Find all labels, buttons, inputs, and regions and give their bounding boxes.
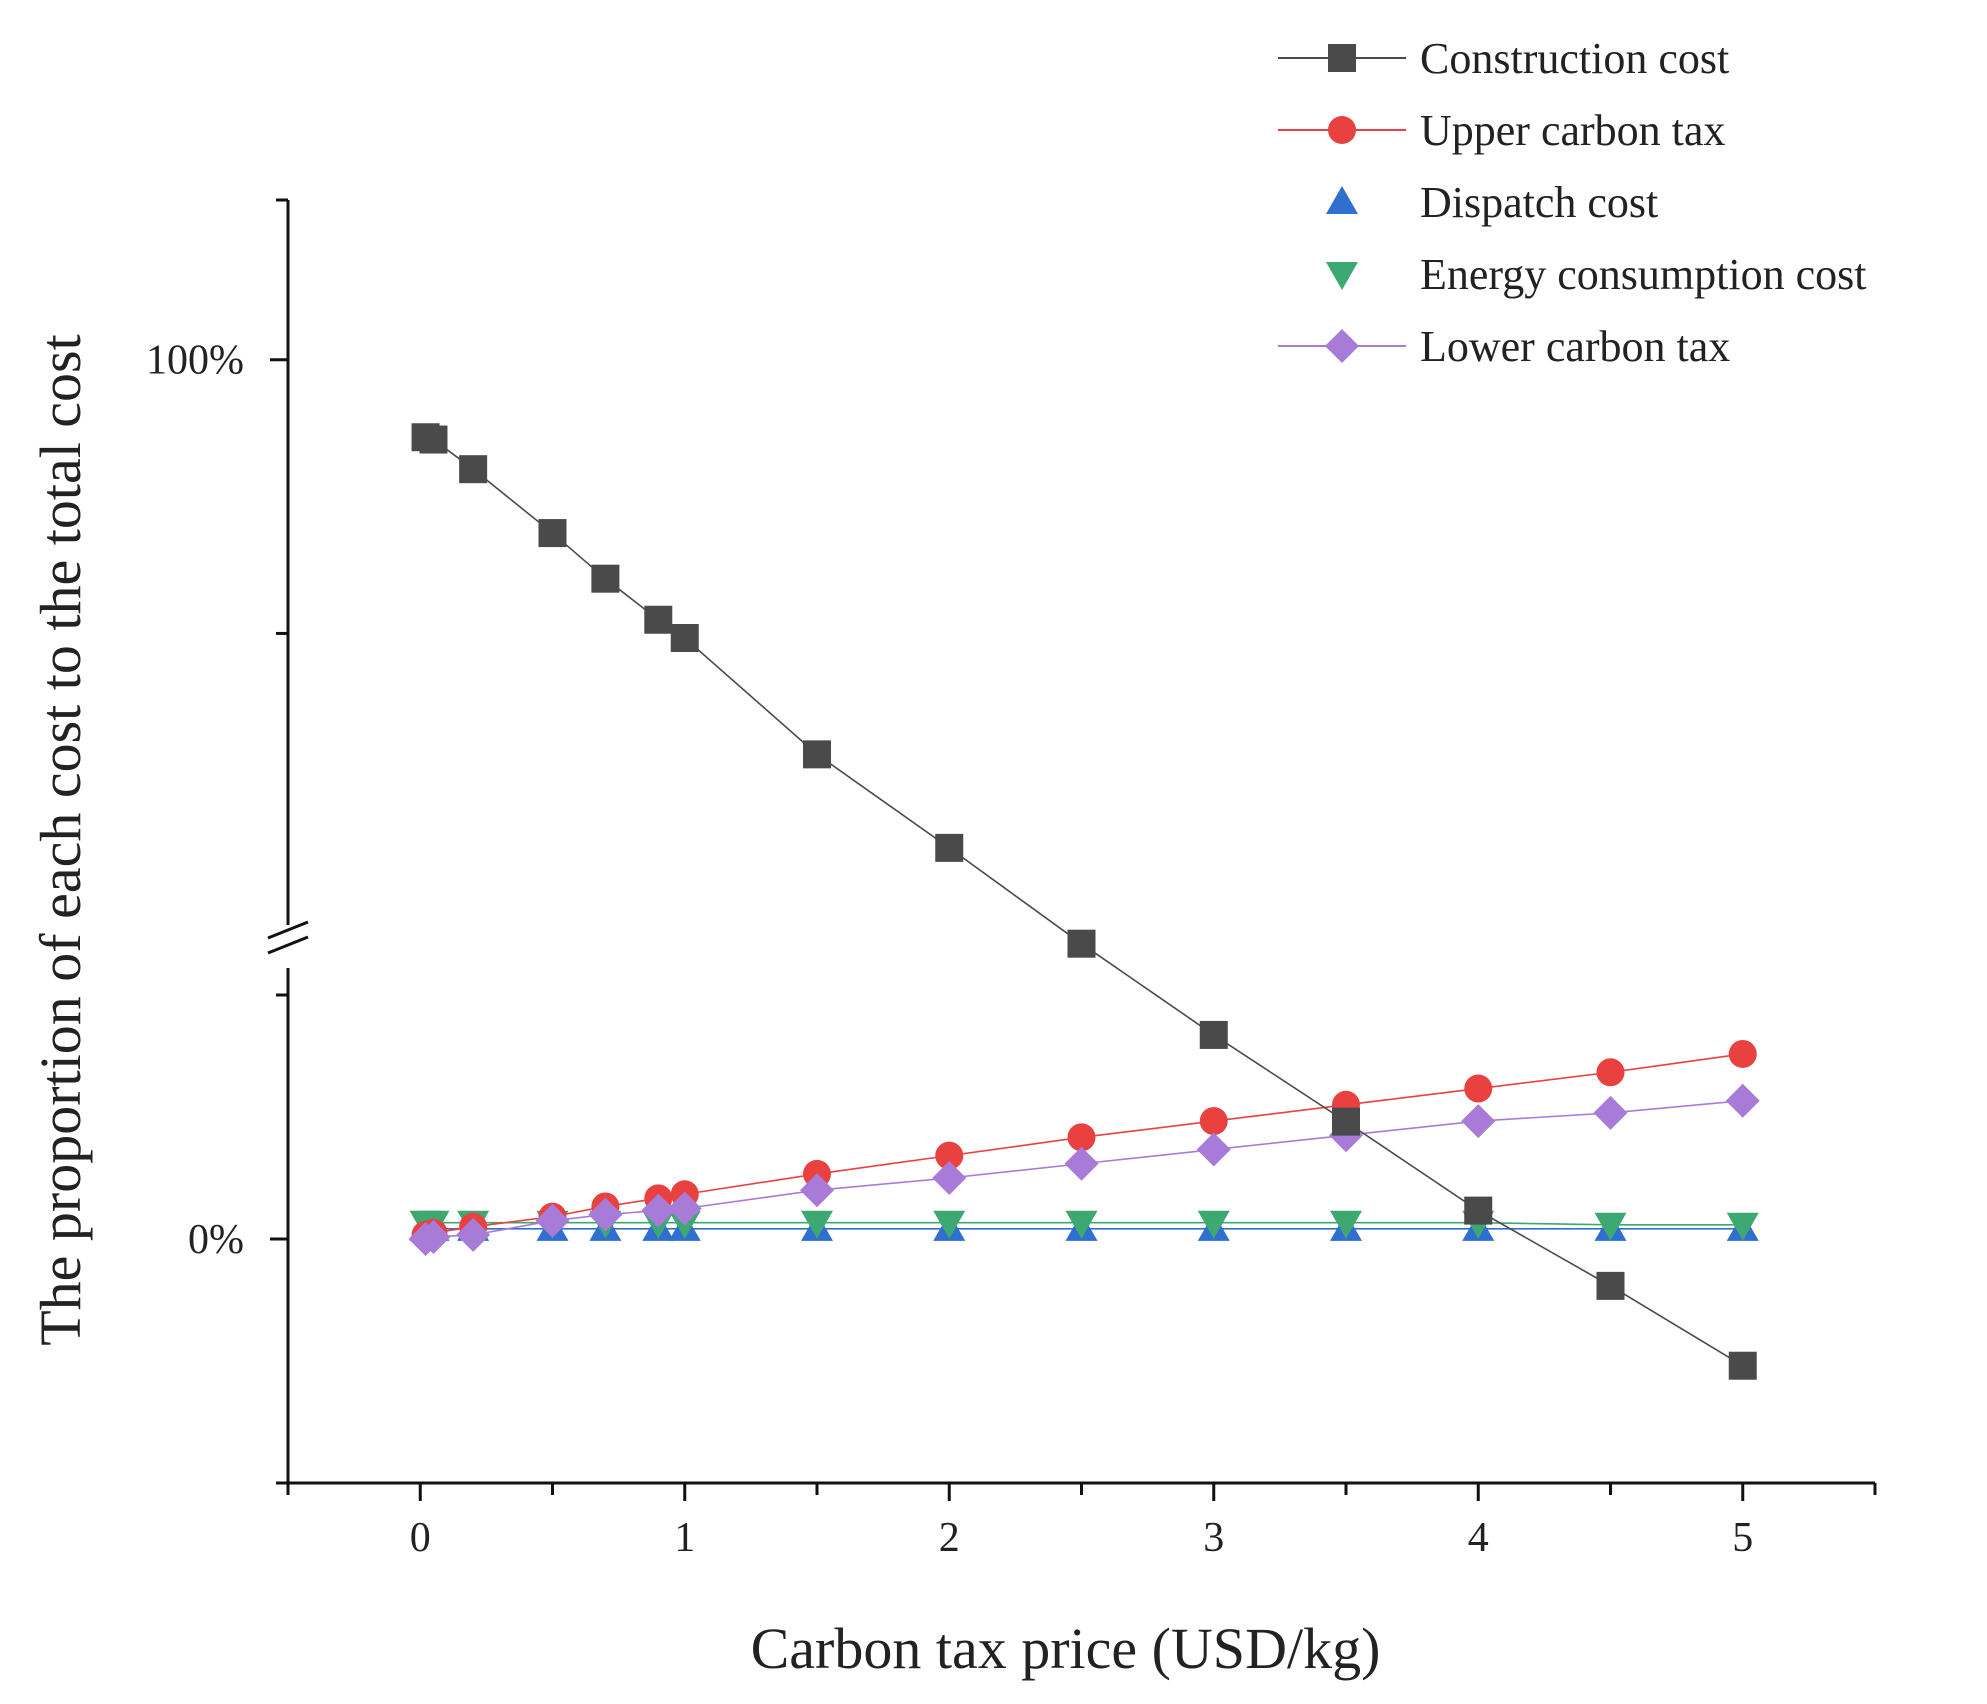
legend-item: Lower carbon tax: [1278, 322, 1730, 371]
data-point: [1196, 1132, 1231, 1167]
data-point: [932, 1161, 967, 1195]
data-point: [538, 519, 567, 548]
legend-marker: [1325, 329, 1359, 363]
legend-item: Construction cost: [1278, 34, 1729, 83]
data-point: [416, 1219, 451, 1254]
data-point: [1596, 1271, 1625, 1300]
x-tick-label: 3: [1203, 1515, 1224, 1561]
legend-marker: [1326, 186, 1358, 214]
data-point: [1594, 1212, 1627, 1241]
data-point: [591, 564, 620, 593]
y-tick-label: 100%: [146, 338, 244, 384]
data-point: [670, 624, 699, 652]
data-point: [1067, 1123, 1096, 1152]
data-point: [1067, 929, 1096, 958]
data-point: [1596, 1058, 1625, 1087]
data-point: [1461, 1104, 1496, 1139]
data-point: [1197, 1210, 1230, 1239]
axes: 100% 0% 0 1 2 3 4 5: [146, 198, 1877, 1561]
data-point: [419, 425, 448, 454]
data-point: [1725, 1083, 1760, 1118]
data-point: [801, 1210, 833, 1239]
data-point: [1332, 1107, 1360, 1136]
legend-label: Dispatch cost: [1420, 178, 1658, 227]
data-point: [1593, 1095, 1628, 1130]
x-tick-label: 2: [939, 1515, 960, 1561]
legend-item: Energy consumption cost: [1326, 250, 1866, 299]
x-tick-label: 1: [674, 1515, 695, 1561]
plot-area: [408, 423, 1760, 1380]
data-point: [641, 1193, 676, 1228]
data-point: [459, 455, 488, 484]
x-tick-label: 4: [1468, 1515, 1489, 1561]
data-point: [1199, 1107, 1228, 1136]
data-point: [1726, 1212, 1759, 1241]
data-point: [1064, 1146, 1099, 1181]
legend-label: Construction cost: [1420, 34, 1729, 83]
legend-marker: [1328, 116, 1356, 144]
x-axis-title: Carbon tax price (USD/kg): [751, 1616, 1381, 1681]
data-point: [1199, 1020, 1228, 1049]
data-point: [535, 1203, 570, 1238]
legend: Construction cost Upper carbon tax Dispatc…: [1278, 34, 1866, 371]
data-point: [1464, 1196, 1493, 1225]
data-point: [1065, 1210, 1098, 1239]
data-point: [800, 1173, 834, 1208]
y-axis-break: [267, 920, 309, 955]
legend-label: Energy consumption cost: [1420, 250, 1866, 299]
data-point: [644, 605, 673, 634]
legend-item: Dispatch cost: [1326, 178, 1658, 227]
data-point: [1728, 1039, 1757, 1068]
data-point: [667, 1191, 702, 1226]
data-point: [935, 833, 964, 862]
legend-marker: [1328, 44, 1356, 72]
x-tick-label: 5: [1732, 1515, 1753, 1561]
legend-marker: [1326, 262, 1358, 290]
data-point: [588, 1197, 623, 1232]
series-lower-carbon-tax: [408, 1083, 1760, 1256]
data-point: [1330, 1210, 1362, 1239]
y-axis-title: The proportion of each cost to the total…: [28, 334, 93, 1346]
data-point: [803, 740, 831, 769]
legend-label: Upper carbon tax: [1420, 106, 1725, 155]
data-point: [456, 1217, 491, 1252]
data-point: [1728, 1351, 1757, 1380]
y-axis-break-mark: [267, 935, 309, 955]
data-point: [935, 1141, 964, 1170]
data-point: [933, 1210, 966, 1239]
data-point: [1464, 1074, 1493, 1103]
y-tick-label: 0%: [188, 1217, 244, 1263]
y-axis-break-mark: [267, 920, 309, 940]
legend-item: Upper carbon tax: [1278, 106, 1725, 155]
legend-label: Lower carbon tax: [1420, 322, 1730, 371]
series-construction-cost: [411, 423, 1757, 1380]
x-tick-label: 0: [410, 1515, 431, 1561]
